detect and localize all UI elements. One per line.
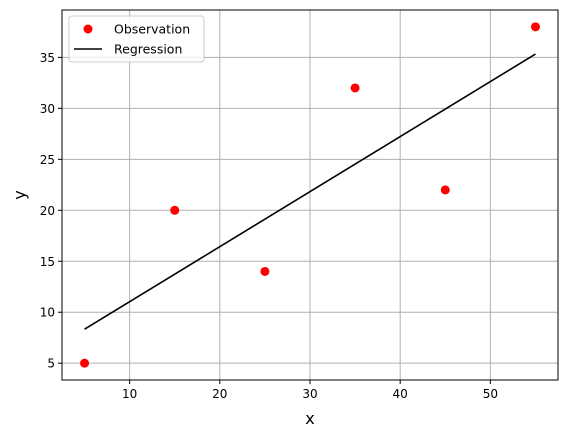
observation-point	[440, 185, 450, 195]
observation-points-layer	[80, 22, 540, 368]
x-axis-label: x	[305, 409, 314, 428]
y-tick-label: 5	[47, 357, 55, 371]
observation-point	[260, 266, 270, 276]
x-tick-label: 30	[302, 387, 317, 401]
x-axis-ticks: 10 20 30 40 50	[122, 380, 498, 401]
y-tick-label: 15	[40, 255, 55, 269]
y-tick-label: 35	[40, 51, 55, 65]
legend: Observation Regression	[68, 15, 205, 63]
y-tick-label: 30	[40, 102, 55, 116]
y-axis-ticks: 5 10 15 20 25 30 35	[40, 51, 62, 371]
observation-point	[170, 205, 180, 215]
y-tick-label: 25	[40, 153, 55, 167]
legend-regression-label: Regression	[114, 42, 182, 57]
regression-line-layer	[84, 53, 536, 330]
x-tick-label: 50	[483, 387, 498, 401]
observation-point	[350, 83, 360, 93]
legend-box	[68, 15, 205, 63]
x-tick-label: 20	[212, 387, 227, 401]
regression-line	[84, 53, 536, 330]
x-tick-label: 10	[122, 387, 137, 401]
observation-point	[80, 358, 90, 368]
y-tick-label: 20	[40, 204, 55, 218]
observation-point	[530, 22, 540, 32]
y-tick-label: 10	[40, 306, 55, 320]
x-tick-label: 40	[393, 387, 408, 401]
legend-observation-label: Observation	[114, 22, 190, 37]
y-axis-label: y	[10, 190, 29, 199]
legend-observation-marker	[83, 24, 93, 34]
